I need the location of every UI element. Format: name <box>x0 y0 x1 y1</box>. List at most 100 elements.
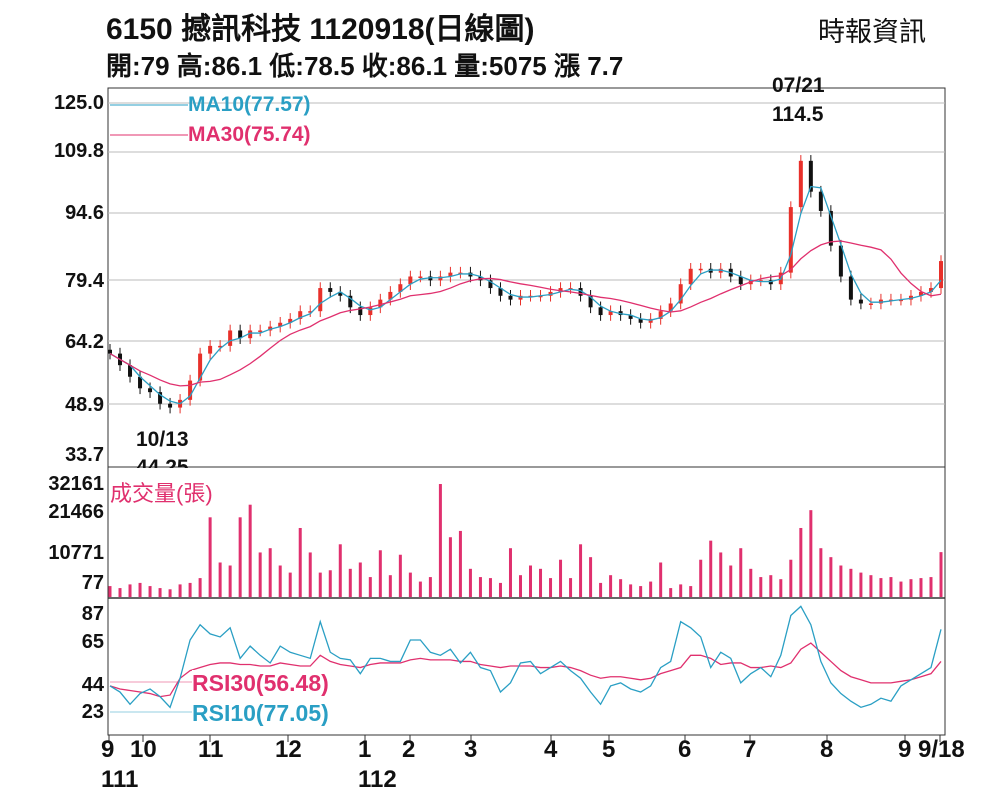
volume-tick: 77 <box>81 572 104 594</box>
volume-bar <box>408 572 412 597</box>
volume-bar <box>659 562 663 597</box>
x-tick: 7 <box>743 736 757 763</box>
x-tick: 12 <box>275 736 302 763</box>
x-tick: 2 <box>402 736 416 763</box>
volume-bar <box>809 510 813 597</box>
volume-bar <box>138 582 142 597</box>
candle-body <box>838 245 843 277</box>
candle-body <box>288 318 293 323</box>
volume-bar <box>168 589 172 597</box>
volume-bar <box>208 517 212 597</box>
volume-bar <box>579 544 583 597</box>
volume-bar <box>498 582 502 597</box>
low-date-label: 10/13 <box>136 428 189 451</box>
volume-bar <box>679 584 683 597</box>
candle-body <box>358 307 363 316</box>
volume-bar <box>188 582 192 597</box>
candle-body <box>308 311 313 313</box>
candle-body <box>208 345 213 354</box>
candle-body <box>238 330 243 339</box>
volume-bar <box>879 578 883 597</box>
price-tick: 109.8 <box>53 140 104 162</box>
candle-body <box>848 276 853 300</box>
x-tick: 3 <box>464 736 478 763</box>
low-value-label: 44.25 <box>136 456 189 468</box>
candle-body <box>858 299 863 304</box>
candle-body <box>668 303 673 312</box>
volume-bar <box>338 544 342 597</box>
volume-bar <box>689 586 693 597</box>
volume-bar <box>378 550 382 597</box>
volume-bar <box>859 572 863 597</box>
candle-body <box>788 207 793 273</box>
price-tick: 79.4 <box>65 270 104 292</box>
volume-bar <box>899 581 903 597</box>
volume-bar <box>639 586 643 597</box>
price-tick: 94.6 <box>65 202 104 224</box>
volume-bar <box>318 572 322 597</box>
candle-body <box>188 380 193 400</box>
volume-bar <box>539 568 543 597</box>
volume-bar <box>468 568 472 597</box>
volume-bar <box>589 557 593 597</box>
volume-bar <box>849 568 853 597</box>
price-tick: 48.9 <box>65 394 104 416</box>
candle-body <box>488 280 493 289</box>
candle-body <box>138 376 143 389</box>
volume-bar <box>599 582 603 597</box>
candle-body <box>558 288 563 292</box>
volume-bar <box>348 568 352 597</box>
legend-rsi30: RSI30(56.48) <box>192 670 329 697</box>
candle-body <box>258 330 263 332</box>
volume-bar <box>779 579 783 597</box>
candle-body <box>168 403 173 408</box>
volume-title: 成交量(張) <box>110 481 213 506</box>
candle-body <box>248 330 253 339</box>
candle-body <box>508 295 513 300</box>
candle-body <box>338 291 343 296</box>
x-tick: 11 <box>198 736 224 763</box>
candle-body <box>928 288 933 292</box>
volume-bar <box>258 552 262 597</box>
candle-body <box>388 291 393 300</box>
volume-bar <box>729 565 733 597</box>
volume-bar <box>488 578 492 597</box>
x-tick: 6 <box>678 736 692 763</box>
volume-bar <box>649 581 653 597</box>
volume-bar <box>889 577 893 597</box>
volume-bar <box>428 577 432 597</box>
volume-bar <box>278 565 282 597</box>
legend-ma30: MA30(75.74) <box>188 123 311 146</box>
volume-bar <box>448 537 452 597</box>
price-tick: 64.2 <box>65 331 104 353</box>
legend-rsi10: RSI10(77.05) <box>192 700 329 727</box>
candle-body <box>398 284 403 292</box>
candle-body <box>868 303 873 305</box>
volume-tick: 21466 <box>48 501 104 523</box>
volume-bar <box>438 484 442 597</box>
candle-body <box>108 349 112 354</box>
volume-bar <box>769 575 773 597</box>
rsi-tick: 23 <box>81 701 104 723</box>
volume-bar <box>388 575 392 597</box>
candle-body <box>278 322 283 327</box>
candle-body <box>939 261 943 289</box>
candle-body <box>578 288 583 296</box>
candle-body <box>148 388 153 393</box>
volume-bar <box>298 527 302 597</box>
volume-bar <box>268 548 272 597</box>
rsi-tick: 44 <box>81 674 104 696</box>
candle-body <box>678 284 683 304</box>
volume-bar <box>709 540 713 597</box>
candle-body <box>218 345 223 348</box>
candle-body <box>378 299 383 308</box>
candle-body <box>738 276 743 285</box>
candle-body <box>628 315 633 319</box>
volume-bar <box>148 586 152 597</box>
x-tick: 5 <box>602 736 616 763</box>
volume-bar <box>118 588 122 597</box>
volume-bar <box>819 548 823 597</box>
candle-body <box>798 160 803 208</box>
